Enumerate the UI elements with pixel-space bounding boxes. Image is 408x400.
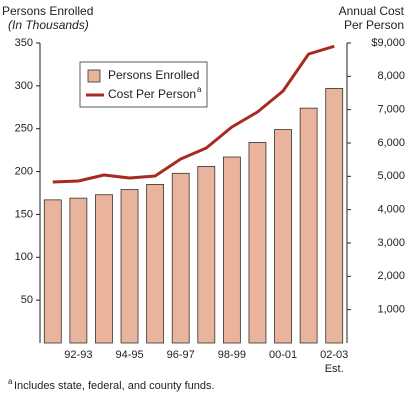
y2-tick-label: 3,000: [377, 237, 405, 249]
y2-tick-label: 7,000: [377, 104, 405, 116]
bar: [120, 189, 139, 344]
y2-tick-label: 6,000: [377, 137, 405, 149]
right-axis-title: Annual Cost: [339, 4, 405, 18]
cost-line: [52, 44, 335, 184]
bar: [146, 184, 165, 344]
y2-tick-label: $9,000: [371, 37, 405, 49]
bar: [69, 197, 88, 344]
bar: [222, 156, 241, 344]
bar: [171, 172, 190, 344]
bar: [248, 142, 267, 344]
legend-superscript: a: [197, 85, 202, 94]
y-tick-label: 150: [15, 208, 33, 220]
y-tick-label: 250: [15, 123, 33, 135]
x-tick-label: 02-03 Est.: [320, 349, 348, 375]
y-tick-label: 100: [15, 251, 33, 263]
legend-label: Persons Enrolled: [108, 68, 199, 82]
y2-tick-label: 2,000: [377, 270, 405, 282]
x-tick-label: 00-01: [269, 349, 297, 361]
bar: [197, 166, 216, 344]
x-tick-label: 98-99: [218, 349, 246, 361]
y-tick-label: 350: [15, 37, 33, 49]
left-axis-title: Persons Enrolled: [2, 4, 93, 18]
y2-tick-label: 5,000: [377, 170, 405, 182]
legend-label: Cost Per Person: [108, 87, 196, 101]
footnote-marker: a: [8, 377, 13, 386]
bar: [299, 107, 318, 344]
bar: [43, 199, 62, 344]
bar: [274, 129, 292, 344]
y2-tick-label: 4,000: [377, 204, 405, 216]
x-tick-label: 92-93: [64, 349, 92, 361]
bar: [95, 194, 113, 344]
x-tick-label: 94-95: [115, 349, 143, 361]
y2-tick-label: 8,000: [377, 70, 405, 82]
legend-swatch: [87, 69, 101, 83]
legend-box: [79, 61, 208, 108]
right-axis-title: Per Person: [344, 18, 404, 32]
y-tick-label: 200: [15, 165, 33, 177]
y-tick-label: 50: [21, 294, 33, 306]
footnote-text: Includes state, federal, and county fund…: [14, 380, 215, 392]
bar: [325, 88, 344, 344]
x-tick-label: 96-97: [167, 349, 195, 361]
left-axis-subtitle: (In Thousands): [8, 18, 89, 32]
y2-tick-label: 1,000: [377, 304, 405, 316]
y-tick-label: 300: [15, 80, 33, 92]
